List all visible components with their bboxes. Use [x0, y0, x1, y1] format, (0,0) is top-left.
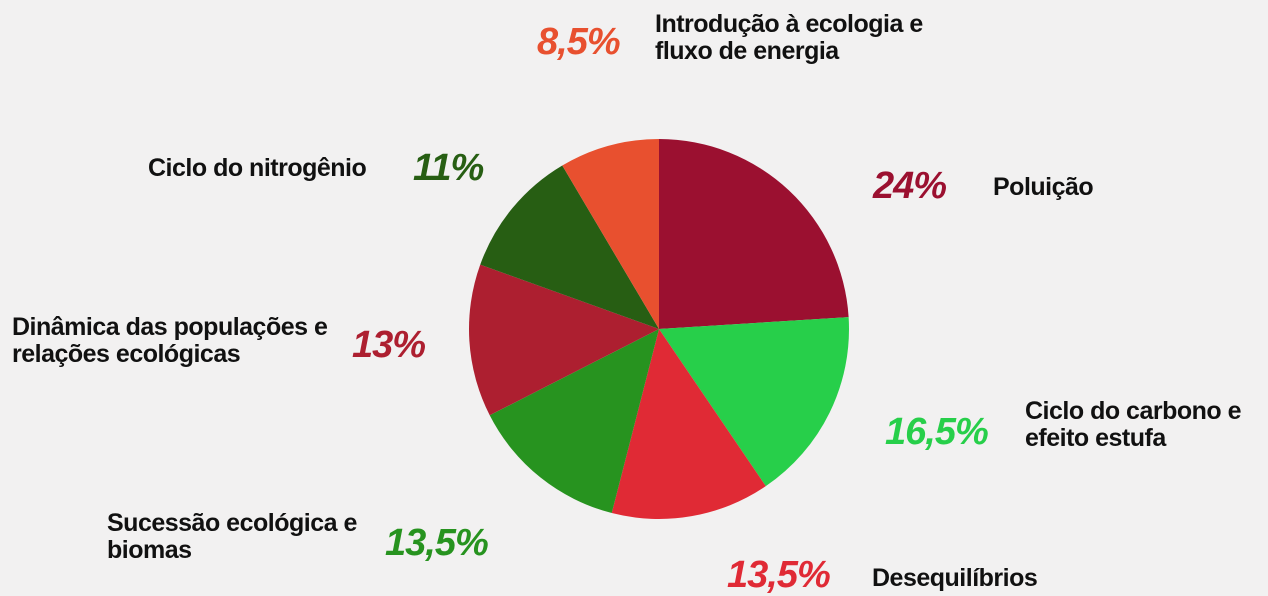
- pie-slice: [659, 139, 849, 329]
- data-label: 8,5%: [537, 21, 621, 63]
- data-label: 13%: [352, 324, 426, 366]
- category-label: Ciclo do carbono e efeito estufa: [1025, 397, 1242, 452]
- pie-slice: [489, 329, 659, 514]
- data-label: 13,5%: [727, 554, 831, 596]
- pie-slice: [611, 329, 766, 520]
- category-label: Desequilíbrios: [872, 564, 1038, 592]
- category-label: Sucessão ecológica e biomas: [107, 509, 357, 564]
- data-label: 13,5%: [385, 522, 489, 564]
- pie-slice: [659, 317, 849, 487]
- pie-slice: [480, 165, 659, 329]
- data-label: 24%: [873, 165, 947, 207]
- category-label: Dinâmica das populações e relações ecoló…: [12, 313, 328, 368]
- data-label: 16,5%: [885, 411, 989, 453]
- category-label: Ciclo do nitrogênio: [148, 154, 367, 182]
- pie-slice: [562, 139, 659, 329]
- pie-slice: [469, 264, 659, 416]
- category-label: Introdução à ecologia e fluxo de energia: [655, 10, 923, 65]
- category-label: Poluição: [993, 173, 1094, 201]
- data-label: 11%: [413, 147, 484, 189]
